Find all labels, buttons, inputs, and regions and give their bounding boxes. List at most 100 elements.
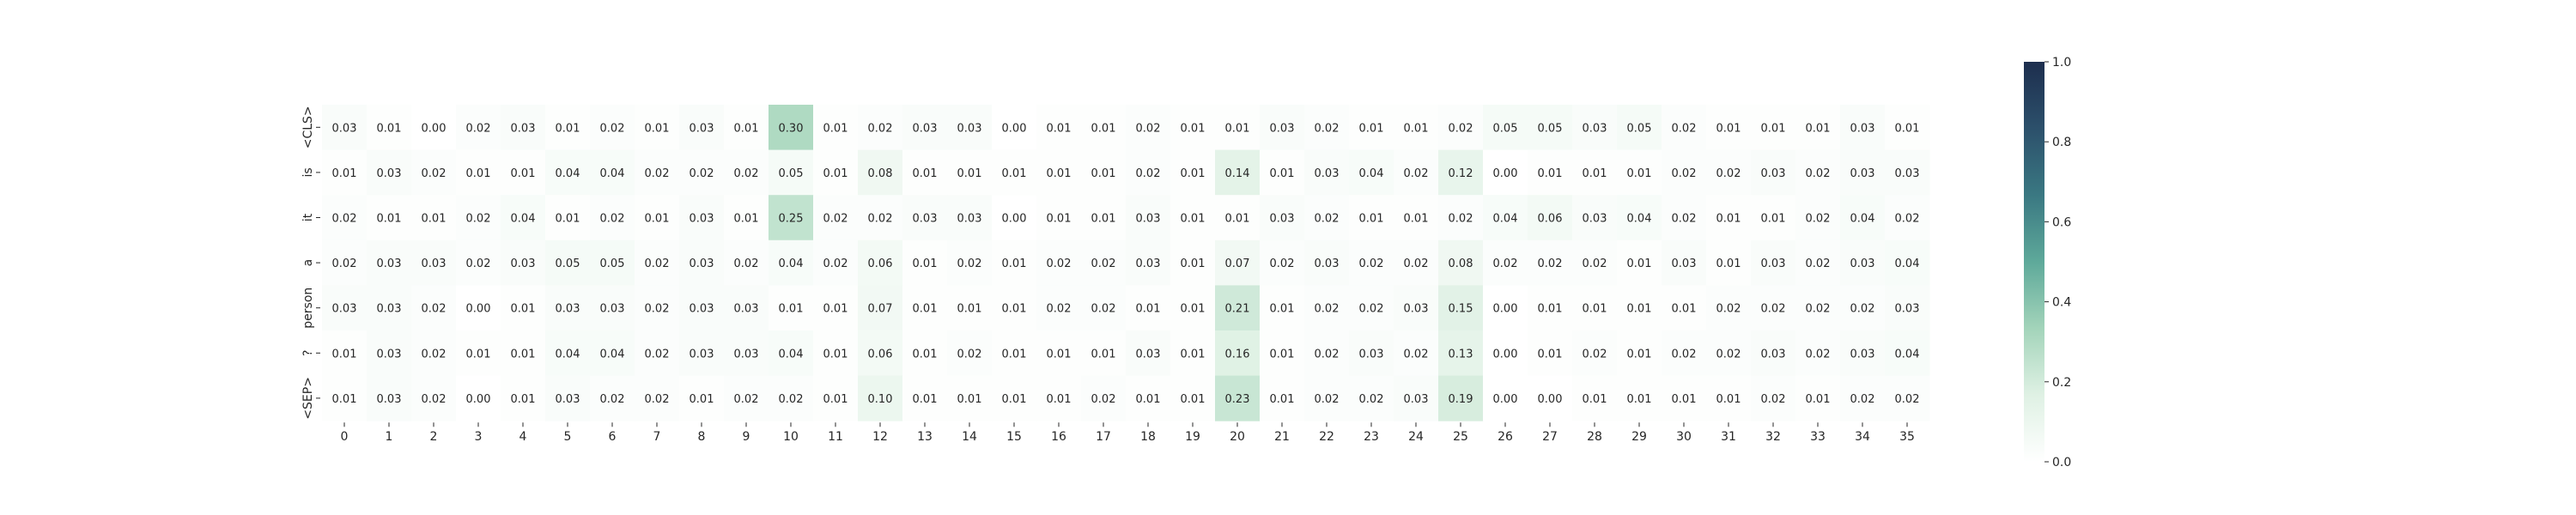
heatmap-cell <box>1081 330 1127 377</box>
cell-value-label: 0.01 <box>1181 348 1206 360</box>
cell-value-label: 0.01 <box>466 167 491 180</box>
heatmap-cell <box>724 330 769 377</box>
heatmap-cell <box>858 149 903 196</box>
cell-value-label: 0.02 <box>823 213 848 226</box>
cell-value-label: 0.05 <box>1627 122 1652 135</box>
cell-value-label: 0.02 <box>600 213 625 226</box>
cell-value-label: 0.01 <box>779 303 804 316</box>
cell-value-label: 0.02 <box>466 213 491 226</box>
cell-value-label: 0.03 <box>690 303 714 316</box>
heatmap-cell <box>1706 105 1752 151</box>
cell-value-label: 0.03 <box>913 122 938 135</box>
heatmap-cell <box>1885 105 1930 151</box>
x-tick-label: 26 <box>1498 430 1513 444</box>
cell-value-label: 0.14 <box>1225 167 1250 180</box>
heatmap-cell <box>1215 105 1261 151</box>
heatmap-cell <box>545 330 591 377</box>
heatmap-cell <box>1036 375 1082 421</box>
heatmap-cell <box>724 195 769 241</box>
cell-value-label: 0.01 <box>1181 167 1206 180</box>
cell-value-label: 0.01 <box>1359 122 1384 135</box>
cell-value-label: 0.01 <box>377 122 402 135</box>
heatmap-cell <box>947 149 993 196</box>
cell-value-label: 0.02 <box>1315 348 1340 360</box>
cell-value-label: 0.02 <box>1806 348 1831 360</box>
heatmap-cell <box>813 375 859 421</box>
x-tick-label: 23 <box>1364 430 1379 444</box>
y-tick-label: <CLS> <box>301 106 315 148</box>
heatmap-cell <box>1349 239 1394 286</box>
x-tick-label: 8 <box>698 430 706 444</box>
cell-value-label: 0.01 <box>1627 303 1652 316</box>
cell-value-label: 0.04 <box>511 213 536 226</box>
cell-value-label: 0.02 <box>1583 258 1607 270</box>
heatmap-cell <box>456 195 501 241</box>
cell-value-label: 0.00 <box>1002 213 1027 226</box>
cell-value-label: 0.03 <box>1359 348 1384 360</box>
cell-value-label: 0.03 <box>422 258 447 270</box>
heatmap-cell <box>1840 330 1886 377</box>
heatmap-cell <box>1885 285 1930 331</box>
heatmap-cell <box>1662 195 1707 241</box>
cell-value-label: 0.03 <box>1404 393 1429 406</box>
cell-value-label: 0.01 <box>332 167 357 180</box>
heatmap-cell <box>322 330 368 377</box>
cell-value-label: 0.02 <box>645 167 670 180</box>
heatmap-cell <box>724 285 769 331</box>
cell-value-label: 0.01 <box>511 303 536 316</box>
cell-value-label: 0.02 <box>1315 303 1340 316</box>
heatmap-cell <box>1349 149 1394 196</box>
cell-value-label: 0.02 <box>957 348 982 360</box>
cell-value-label: 0.01 <box>1002 167 1027 180</box>
heatmap-cell <box>501 330 546 377</box>
heatmap-cell <box>1394 105 1439 151</box>
heatmap-cell <box>635 149 680 196</box>
cell-value-label: 0.00 <box>1493 303 1518 316</box>
heatmap-cell <box>769 330 814 377</box>
colorbar-tick-label: 0.6 <box>2052 215 2071 229</box>
heatmap-cell <box>1394 330 1439 377</box>
heatmap-cell <box>1394 375 1439 421</box>
cell-value-label: 0.02 <box>1270 258 1295 270</box>
cell-value-label: 0.02 <box>1359 258 1384 270</box>
cell-value-label: 0.02 <box>645 393 670 406</box>
cell-value-label: 0.02 <box>466 122 491 135</box>
heatmap-cell <box>1438 149 1484 196</box>
heatmap-cell <box>813 239 859 286</box>
heatmap-cell <box>769 105 814 151</box>
cell-value-label: 0.00 <box>1493 167 1518 180</box>
heatmap-cell <box>322 375 368 421</box>
heatmap-cell <box>1170 239 1216 286</box>
heatmap-cell <box>947 330 993 377</box>
heatmap-cell <box>501 285 546 331</box>
x-tick-label: 33 <box>1810 430 1826 444</box>
x-tick-label: 12 <box>872 430 888 444</box>
x-tick-label: 20 <box>1230 430 1245 444</box>
x-tick-label: 19 <box>1185 430 1200 444</box>
heatmap-cell <box>1081 239 1127 286</box>
cell-value-label: 0.01 <box>645 122 670 135</box>
heatmap-cell <box>1617 285 1662 331</box>
x-tick-label: 25 <box>1453 430 1468 444</box>
heatmap-cell <box>545 285 591 331</box>
cell-value-label: 0.03 <box>377 303 402 316</box>
cell-value-label: 0.03 <box>377 258 402 270</box>
heatmap-cell <box>769 375 814 421</box>
x-tick-label: 17 <box>1096 430 1111 444</box>
heatmap-cell <box>1304 375 1350 421</box>
cell-value-label: 0.01 <box>913 258 938 270</box>
cell-value-label: 0.03 <box>556 393 580 406</box>
heatmap-cell <box>724 239 769 286</box>
heatmap-cell <box>724 375 769 421</box>
heatmap-cell <box>1170 375 1216 421</box>
heatmap-cell <box>322 149 368 196</box>
cell-value-label: 0.01 <box>1181 122 1206 135</box>
heatmap-cell <box>858 375 903 421</box>
heatmap-cell <box>813 285 859 331</box>
cell-value-label: 0.04 <box>1895 348 1920 360</box>
heatmap-cell <box>501 375 546 421</box>
cell-value-label: 0.02 <box>1404 348 1429 360</box>
cell-value-label: 0.02 <box>734 258 759 270</box>
heatmap-cell <box>1394 195 1439 241</box>
cell-value-label: 0.01 <box>734 213 759 226</box>
